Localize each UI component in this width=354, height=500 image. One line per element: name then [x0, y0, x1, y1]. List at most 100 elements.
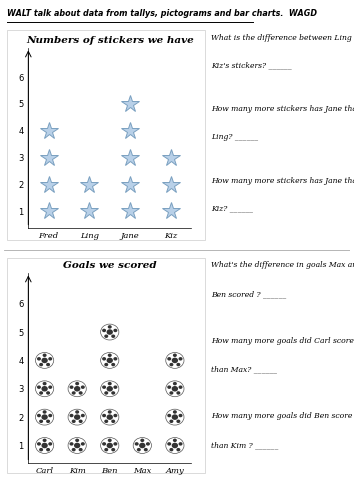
Circle shape [166, 409, 184, 425]
Circle shape [102, 442, 106, 446]
Circle shape [113, 414, 118, 418]
Text: WALT talk about data from tallys, pictograms and bar charts.  WAGD: WALT talk about data from tallys, pictog… [7, 8, 317, 18]
Circle shape [133, 438, 152, 454]
Text: Kiz? ______: Kiz? ______ [211, 205, 253, 213]
Circle shape [173, 438, 177, 442]
Circle shape [101, 409, 119, 425]
Circle shape [37, 442, 41, 446]
Circle shape [172, 414, 178, 420]
Circle shape [41, 442, 48, 448]
Circle shape [42, 382, 47, 386]
Circle shape [42, 438, 47, 442]
Circle shape [167, 442, 171, 446]
Circle shape [46, 363, 50, 366]
Circle shape [108, 438, 112, 442]
Circle shape [46, 448, 50, 452]
Circle shape [101, 381, 119, 396]
Circle shape [139, 442, 145, 448]
Circle shape [111, 420, 115, 423]
Circle shape [101, 438, 119, 454]
Circle shape [81, 386, 85, 389]
Circle shape [166, 438, 184, 454]
Circle shape [41, 414, 48, 420]
Text: What is the difference between Ling and: What is the difference between Ling and [211, 34, 354, 42]
Circle shape [41, 386, 48, 392]
Circle shape [68, 409, 86, 425]
Circle shape [107, 358, 113, 363]
Text: than Max? ______: than Max? ______ [211, 366, 276, 374]
Circle shape [102, 357, 106, 360]
Text: than Kim ? ______: than Kim ? ______ [211, 441, 278, 449]
Circle shape [102, 414, 106, 418]
Circle shape [108, 410, 112, 414]
Circle shape [104, 391, 108, 394]
Circle shape [172, 442, 178, 448]
Circle shape [107, 386, 113, 392]
Circle shape [140, 438, 144, 442]
Circle shape [111, 363, 115, 366]
Text: How many more goals did Ben score: How many more goals did Ben score [211, 412, 352, 420]
Text: How many more goals did Carl score: How many more goals did Carl score [211, 336, 354, 344]
Circle shape [166, 352, 184, 368]
Circle shape [79, 420, 83, 423]
Title: Goals we scored: Goals we scored [63, 262, 156, 270]
Circle shape [102, 386, 106, 389]
Circle shape [37, 414, 41, 418]
Circle shape [35, 352, 54, 368]
Text: Ling? ______: Ling? ______ [211, 133, 258, 141]
Circle shape [46, 420, 50, 423]
Circle shape [169, 391, 173, 394]
Circle shape [72, 391, 76, 394]
Circle shape [108, 354, 112, 357]
Circle shape [178, 386, 183, 389]
Circle shape [68, 438, 86, 454]
Circle shape [104, 334, 108, 338]
Circle shape [111, 448, 115, 452]
Circle shape [172, 386, 178, 392]
Circle shape [79, 448, 83, 452]
Circle shape [72, 420, 76, 423]
Circle shape [178, 357, 183, 360]
Circle shape [173, 354, 177, 357]
Circle shape [166, 381, 184, 396]
Circle shape [137, 448, 141, 452]
Circle shape [35, 381, 54, 396]
Circle shape [75, 438, 79, 442]
Circle shape [172, 358, 178, 363]
Circle shape [74, 414, 80, 420]
Circle shape [37, 386, 41, 389]
Circle shape [69, 442, 74, 446]
Circle shape [48, 386, 52, 389]
Text: How many more stickers has Jane than: How many more stickers has Jane than [211, 177, 354, 185]
Circle shape [81, 442, 85, 446]
Text: What's the difference in goals Max and: What's the difference in goals Max and [211, 262, 354, 270]
Circle shape [113, 328, 118, 332]
Circle shape [104, 420, 108, 423]
Circle shape [72, 448, 76, 452]
Circle shape [104, 448, 108, 452]
Circle shape [167, 414, 171, 418]
Circle shape [111, 391, 115, 394]
Circle shape [135, 442, 139, 446]
Circle shape [81, 414, 85, 418]
Circle shape [144, 448, 148, 452]
Circle shape [113, 386, 118, 389]
Text: How many more stickers has Jane than: How many more stickers has Jane than [211, 106, 354, 114]
Circle shape [176, 363, 181, 366]
Circle shape [39, 391, 43, 394]
Circle shape [35, 409, 54, 425]
Circle shape [108, 325, 112, 328]
Circle shape [69, 414, 74, 418]
Circle shape [68, 381, 86, 396]
Circle shape [75, 410, 79, 414]
Circle shape [48, 442, 52, 446]
Circle shape [169, 420, 173, 423]
Text: Ben scored ? ______: Ben scored ? ______ [211, 290, 286, 298]
Circle shape [42, 354, 47, 357]
Circle shape [102, 328, 106, 332]
Circle shape [176, 391, 181, 394]
Circle shape [146, 442, 150, 446]
Circle shape [113, 442, 118, 446]
Circle shape [169, 448, 173, 452]
Circle shape [35, 438, 54, 454]
